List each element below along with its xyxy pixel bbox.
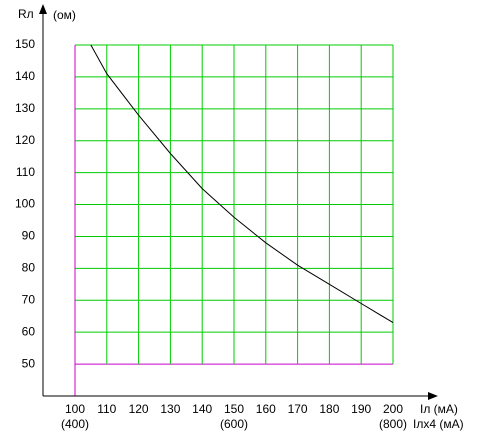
- x-tick-label: 170: [288, 402, 308, 416]
- y-tick-label: 70: [22, 292, 36, 306]
- y-tick-label: 140: [15, 69, 35, 83]
- x2-tick-label: (400): [61, 417, 89, 431]
- x2-axis-label: Iлx4 (мА): [413, 417, 464, 431]
- y-axis-unit: (ом): [53, 8, 76, 22]
- x-tick-label: 110: [97, 402, 116, 416]
- curve: [90, 44, 394, 324]
- y-axis-label: Rл: [18, 7, 34, 21]
- x-tick-label: 130: [160, 402, 180, 416]
- x2-tick-label: (800): [379, 417, 407, 431]
- x-axis-label: Iл (мА): [420, 402, 458, 416]
- x-tick-label: 160: [256, 402, 276, 416]
- x-tick-label: 200: [383, 402, 403, 416]
- x-tick-label: 150: [224, 402, 244, 416]
- x-tick-label: 120: [129, 402, 149, 416]
- y-tick-label: 90: [22, 229, 36, 243]
- y-tick-label: 80: [22, 261, 36, 275]
- y-axis-arrow: [39, 4, 47, 14]
- y-tick-label: 120: [15, 133, 35, 147]
- x-tick-label: 180: [319, 402, 339, 416]
- y-tick-label: 60: [22, 324, 36, 338]
- x-tick-label: 140: [192, 402, 212, 416]
- x-tick-label: 100: [65, 402, 85, 416]
- grid: [74, 44, 394, 396]
- x2-tick-label: (600): [220, 417, 248, 431]
- y-tick-label: 130: [15, 101, 35, 115]
- y-tick-label: 150: [15, 37, 35, 51]
- y-tick-label: 100: [15, 197, 35, 211]
- x-tick-label: 190: [351, 402, 371, 416]
- x-axis-arrow: [428, 392, 438, 400]
- y-tick-label: 50: [22, 356, 36, 370]
- y-tick-label: 110: [16, 165, 35, 179]
